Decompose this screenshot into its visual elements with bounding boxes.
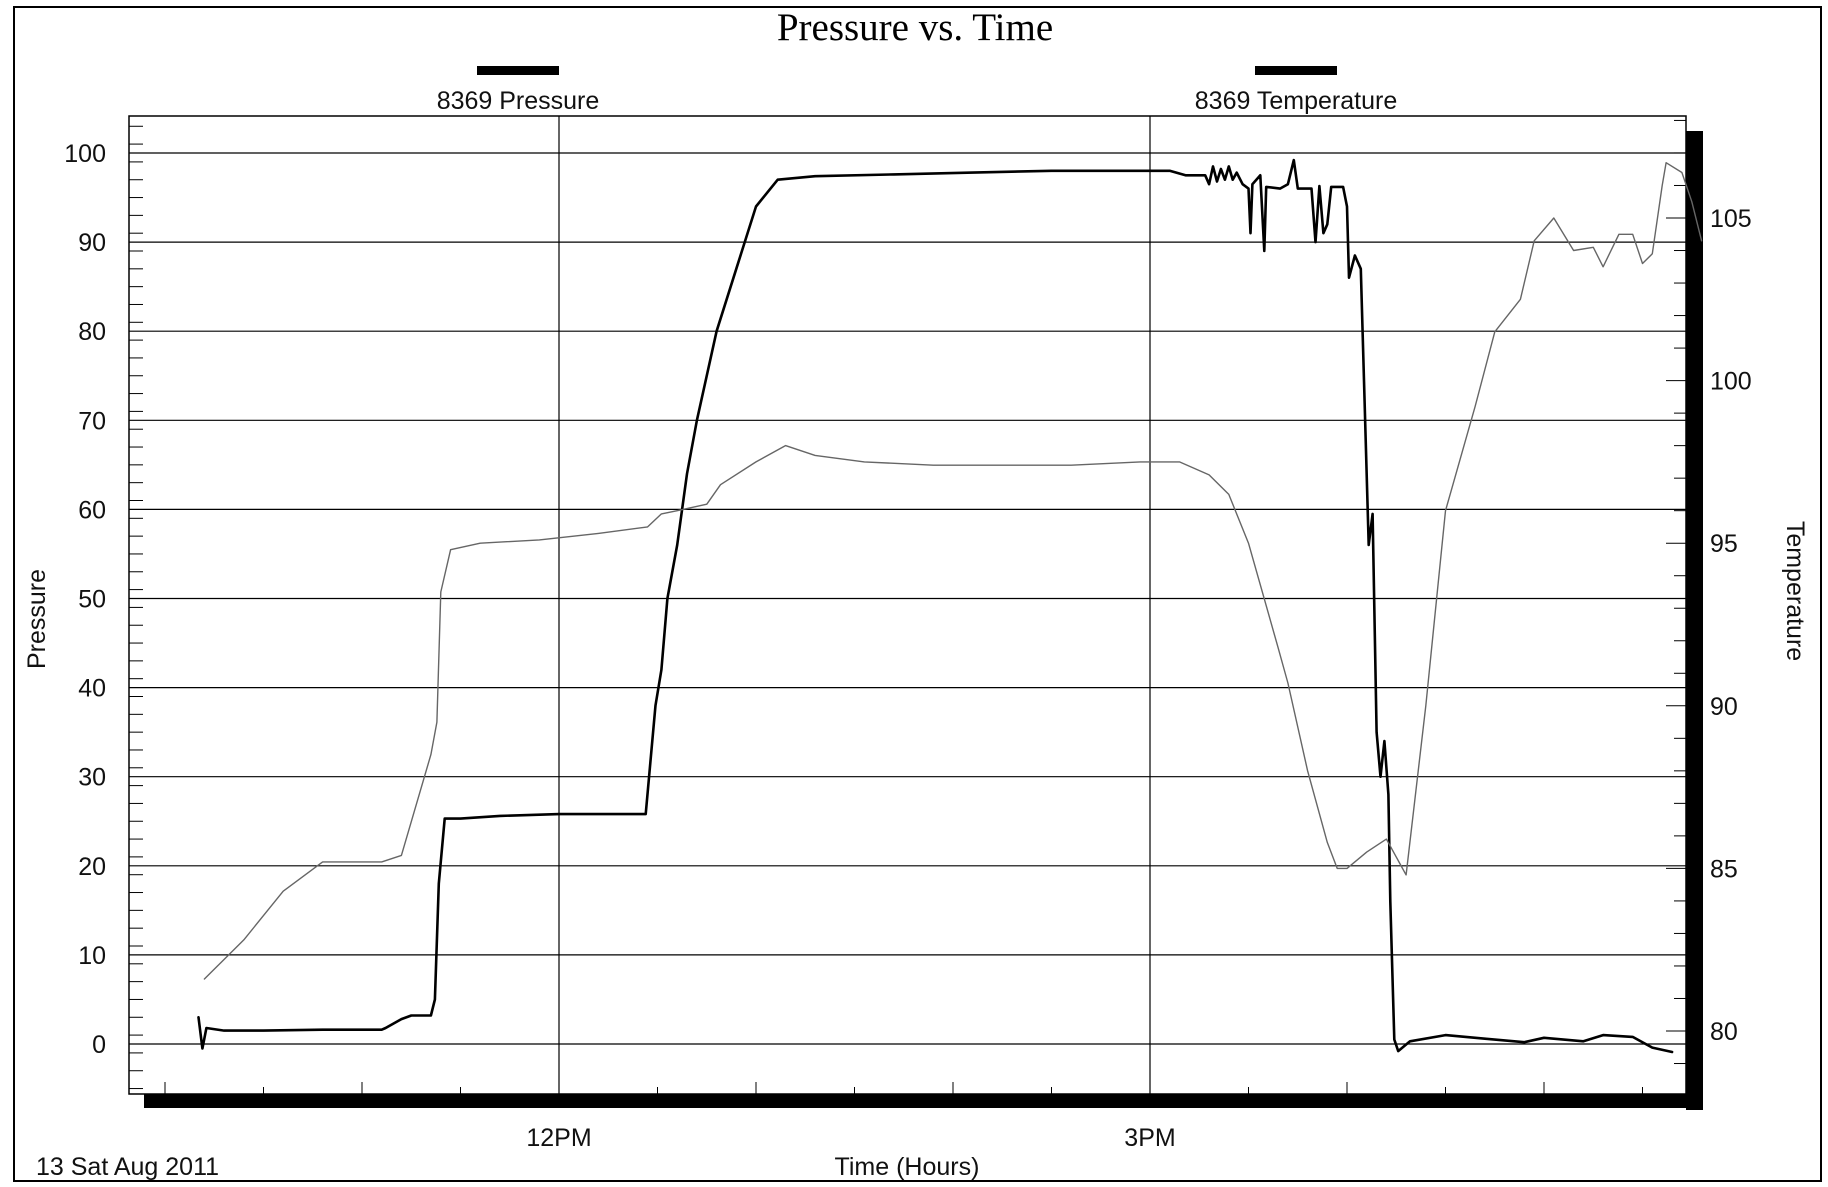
y-tick-label: 50 [78, 586, 106, 614]
y2-tick-label: 85 [1710, 855, 1738, 883]
y2-tick-label: 80 [1710, 1018, 1738, 1046]
y2-tick-label: 95 [1710, 530, 1738, 558]
y2-tick-label: 100 [1710, 368, 1752, 396]
plot-shadow-bottom [144, 1094, 1703, 1108]
y-tick-label: 40 [78, 675, 106, 703]
y-tick-label: 90 [78, 229, 106, 257]
y-tick-label: 0 [92, 1031, 106, 1059]
y2-axis-title: Temperature [1781, 521, 1809, 661]
plot-area [128, 115, 1687, 1095]
series-line-pressure [197, 158, 1674, 1054]
legend-swatch-pressure [477, 66, 559, 75]
plot-layer: 0 10 20 30 40 50 60 70 80 90 100 80 85 90 95 100 105 12PM… [64, 115, 1752, 1152]
legend-label-temperature: 8369 Temperature [1195, 87, 1397, 115]
date-label: 13 Sat Aug 2011 [36, 1153, 219, 1181]
plot-shadow-right [1686, 131, 1703, 1110]
chart-title: Pressure vs. Time [777, 6, 1053, 49]
y-tick-label: 70 [78, 407, 106, 435]
y-tick-label: 20 [78, 853, 106, 881]
y-tick-label: 10 [78, 942, 106, 970]
x-tick-label: 12PM [526, 1124, 591, 1152]
legend-label-pressure: 8369 Pressure [437, 87, 600, 115]
y-tick-label: 80 [78, 318, 106, 346]
y-axis-title: Pressure [23, 569, 51, 669]
y2-tick-label: 105 [1710, 205, 1752, 233]
x-axis-title: Time (Hours) [835, 1153, 980, 1181]
legend-swatch-temperature [1255, 66, 1337, 75]
y2-tick-label: 90 [1710, 693, 1738, 721]
y-tick-label: 30 [78, 764, 106, 792]
x-tick-label: 3PM [1124, 1124, 1175, 1152]
series-line-temperature [203, 161, 1703, 980]
y-tick-label: 60 [78, 496, 106, 524]
y-tick-label: 100 [64, 140, 106, 168]
outer-frame [13, 6, 1822, 1182]
